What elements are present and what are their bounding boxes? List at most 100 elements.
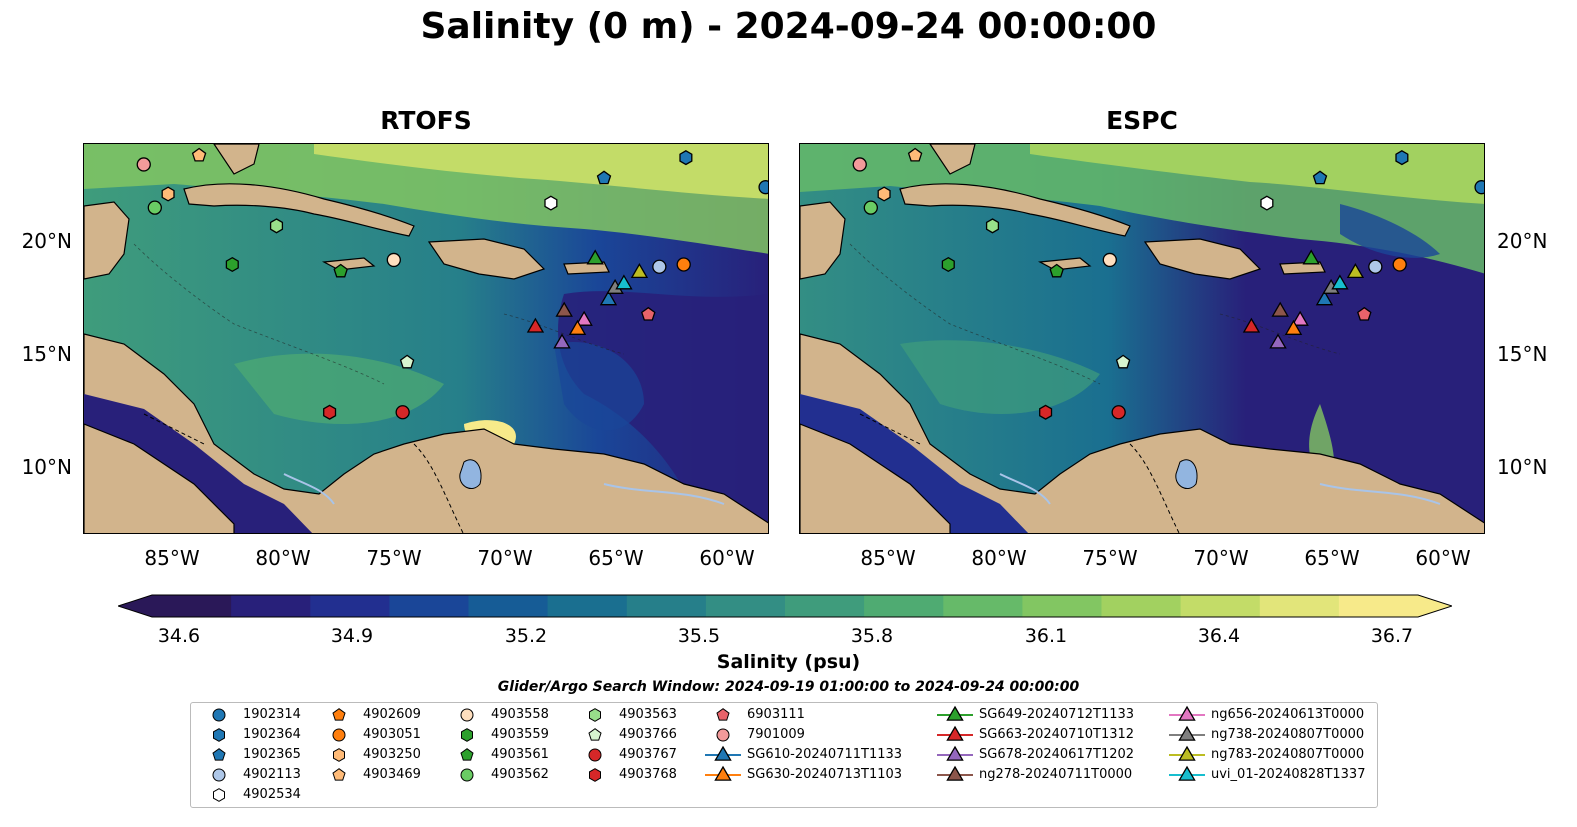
legend-marker	[589, 768, 601, 782]
argo-float-marker	[323, 404, 337, 420]
lat-tick-label: 20°N	[1497, 229, 1548, 253]
glider-marker	[1346, 262, 1365, 279]
glider-marker	[630, 262, 649, 279]
argo-float-marker	[1392, 257, 1407, 272]
legend-label: 4902113	[243, 767, 301, 782]
legend-label: 4903768	[619, 767, 677, 782]
legend-marker	[212, 708, 226, 722]
land-cuba	[899, 183, 1131, 237]
legend-marker	[461, 728, 473, 742]
colorbar-segment	[152, 595, 232, 617]
colorbar-tick-label: 36.4	[1197, 625, 1241, 647]
land-yucatan	[800, 201, 846, 280]
legend-marker	[946, 745, 964, 761]
lat-tick-label: 10°N	[1497, 455, 1548, 479]
legend-marker	[332, 768, 346, 781]
salinity-map-espc	[800, 144, 1484, 533]
figure-title: Salinity (0 m) - 2024-09-24 00:00:00	[420, 6, 1157, 47]
legend-label: 4903250	[363, 747, 421, 762]
argo-float-marker	[1312, 170, 1328, 185]
colorbar-segment	[864, 595, 944, 617]
legend-label: ng656-20240613T0000	[1211, 707, 1365, 722]
argo-float-marker	[1357, 306, 1372, 321]
legend-marker-icon	[212, 748, 226, 761]
colorbar-extend-max	[1418, 595, 1452, 617]
colorbar-segment	[547, 595, 628, 617]
legend-marker	[946, 725, 964, 741]
argo-float-marker	[1368, 259, 1383, 274]
argo-float-marker	[1115, 354, 1131, 369]
legend-marker-icon	[332, 728, 346, 742]
argo-float-marker	[1395, 150, 1409, 166]
lon-tick-label: 85°W	[860, 546, 916, 570]
argo-float-marker	[985, 218, 1000, 234]
lon-tick-label: 70°W	[477, 546, 533, 570]
legend-label: 6903111	[747, 707, 805, 722]
legend-label: 4903562	[491, 767, 549, 782]
legend-label: uvi_01-20240828T1337	[1211, 767, 1366, 782]
legend-marker-icon	[213, 788, 225, 802]
land-yucatan	[84, 201, 130, 280]
legend-marker-icon	[212, 708, 226, 722]
argo-float-marker	[941, 256, 955, 273]
colorbar-segment	[1101, 595, 1182, 617]
legend-marker	[714, 765, 732, 781]
argo-float-marker	[225, 256, 239, 273]
legend-marker	[1178, 705, 1196, 721]
legend-marker	[1178, 725, 1196, 741]
argo-float-marker	[596, 170, 612, 185]
lat-tick-label: 20°N	[21, 229, 72, 253]
glider-marker	[586, 249, 604, 265]
legend-marker	[460, 708, 474, 722]
colorbar-segment	[785, 595, 865, 617]
legend-marker	[588, 728, 602, 741]
colorbar-segment	[705, 595, 786, 617]
argo-float-marker	[544, 195, 558, 211]
legend-marker-icon	[937, 765, 973, 781]
legend-marker-icon	[460, 708, 474, 722]
legend-marker	[589, 708, 601, 722]
colorbar-outline	[118, 594, 1452, 618]
legend-marker-icon	[716, 708, 730, 721]
salinity-map-rtofs	[84, 144, 768, 533]
lon-tick-label: 60°W	[699, 546, 755, 570]
argo-float-marker	[269, 218, 284, 234]
argo-float-marker	[333, 263, 348, 278]
legend-marker-icon	[1169, 725, 1205, 741]
argo-float-marker	[679, 150, 693, 166]
legend-label: 4903559	[491, 727, 549, 742]
legend-label: SG678-20240617T1202	[979, 747, 1135, 762]
land-central-america	[800, 333, 1484, 533]
lon-tick-label: 75°W	[1082, 546, 1138, 570]
argo-float-marker	[136, 157, 151, 172]
map-panel-espc	[799, 143, 1485, 534]
glider-marker	[568, 319, 587, 335]
station-markers-rtofs	[136, 147, 768, 420]
colorbar-segment	[626, 595, 707, 617]
legend-label: SG649-20240712T1133	[979, 707, 1135, 722]
legend-marker-icon	[460, 768, 474, 782]
colorbar-tick-label: 35.2	[504, 625, 548, 647]
glider-marker	[1331, 274, 1349, 290]
legend-marker	[213, 788, 225, 802]
station-markers-espc	[852, 147, 1484, 420]
legend-label: 4903766	[619, 727, 677, 742]
lon-tick-label: 80°W	[255, 546, 311, 570]
legend-label: 1902314	[243, 707, 301, 722]
argo-float-marker	[395, 405, 410, 420]
legend-marker	[460, 768, 474, 782]
legend-marker	[1178, 765, 1196, 781]
colorbar-segment	[943, 595, 1023, 617]
colorbar-tick-label: 34.9	[330, 625, 374, 647]
glider-marker	[599, 290, 618, 306]
colorbar-segment	[1180, 595, 1261, 617]
argo-float-marker	[1260, 195, 1274, 211]
legend-marker-icon	[937, 725, 973, 741]
legend-label: 1902364	[243, 727, 301, 742]
legend-marker-icon	[461, 728, 473, 742]
argo-float-marker	[1111, 405, 1126, 420]
glider-marker	[555, 301, 573, 317]
glider-marker	[1291, 310, 1309, 326]
legend-marker	[588, 748, 602, 762]
land-florida	[213, 144, 260, 175]
